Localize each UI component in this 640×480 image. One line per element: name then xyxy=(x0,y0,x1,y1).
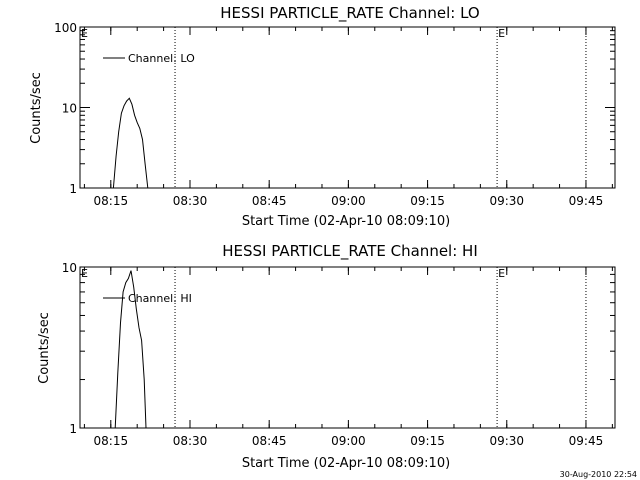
x-tick-label: 08:30 xyxy=(173,434,208,448)
x-tick-label: 08:45 xyxy=(252,194,287,208)
x-tick-label: 09:45 xyxy=(569,434,604,448)
x-axis: 08:15 08:30 08:45 09:00 09:15 09:30 09:45 xyxy=(83,267,613,448)
x-tick-label: 09:30 xyxy=(489,194,524,208)
legend-label: Channel: HI xyxy=(128,292,192,305)
y-axis: 1 10 xyxy=(62,261,615,436)
legend-label: Channel: LO xyxy=(128,52,195,65)
x-tick-label: 09:45 xyxy=(569,194,604,208)
timestamp-footer: 30-Aug-2010 22:54 xyxy=(560,470,637,479)
y-axis: 1 10 100 xyxy=(54,21,615,196)
x-tick-label: 09:30 xyxy=(489,434,524,448)
series-line-lo xyxy=(112,97,149,189)
legend: Channel: LO xyxy=(103,52,195,65)
y-axis-label: Counts/sec xyxy=(29,72,44,144)
chart-title: HESSI PARTICLE_RATE Channel: LO xyxy=(220,4,479,23)
x-axis-label: Start Time (02-Apr-10 08:09:10) xyxy=(242,456,450,471)
chart-title: HESSI PARTICLE_RATE Channel: HI xyxy=(222,242,478,261)
plot-frame xyxy=(79,266,616,429)
y-tick-label: 10 xyxy=(62,261,77,275)
y-tick-label: 100 xyxy=(54,21,77,35)
x-tick-label: 09:15 xyxy=(410,434,445,448)
event-marker-label: E xyxy=(498,267,505,280)
x-tick-label: 09:15 xyxy=(410,194,445,208)
x-tick-label: 08:15 xyxy=(94,434,129,448)
event-marker-label: E xyxy=(81,27,88,40)
x-axis-label: Start Time (02-Apr-10 08:09:10) xyxy=(242,214,450,229)
x-tick-label: 08:15 xyxy=(94,194,129,208)
event-marker-label: E xyxy=(81,267,88,280)
x-axis: 08:15 08:30 08:45 09:00 09:15 09:30 09:45 xyxy=(83,27,613,208)
x-tick-label: 09:00 xyxy=(331,434,366,448)
y-tick-label: 1 xyxy=(69,182,77,196)
x-tick-label: 09:00 xyxy=(331,194,366,208)
chart-panel-lo: HESSI PARTICLE_RATE Channel: LO 1 10 100 0… xyxy=(29,4,616,229)
x-tick-label: 08:30 xyxy=(173,194,208,208)
y-tick-label: 1 xyxy=(69,422,77,436)
event-marker-label: E xyxy=(498,27,505,40)
y-axis-label: Counts/sec xyxy=(37,312,52,384)
chart-panel-hi: HESSI PARTICLE_RATE Channel: HI 1 10 08:1… xyxy=(37,242,616,471)
y-tick-label: 10 xyxy=(62,102,77,116)
series-line-hi xyxy=(114,270,147,429)
legend: Channel: HI xyxy=(103,292,192,305)
x-tick-label: 08:45 xyxy=(252,434,287,448)
